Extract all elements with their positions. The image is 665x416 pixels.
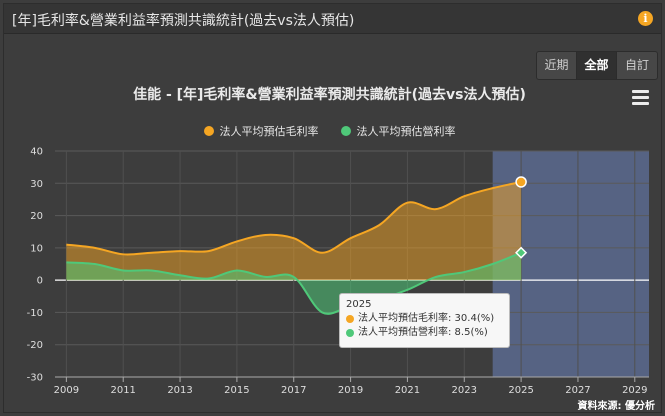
x-tick-label: 2025 [508, 385, 533, 396]
data-source: 資料來源: 優分析 [577, 401, 655, 412]
widget-header: [年]毛利率&營業利益率預測共識統計(過去vs法人預估) i [4, 4, 661, 34]
series-area-gross-margin [66, 181, 522, 281]
legend-gross-dot [203, 126, 214, 136]
y-tick-label: 40 [30, 147, 43, 158]
range-button-custom[interactable]: 自訂 [624, 58, 649, 72]
x-tick-label: 2011 [110, 385, 135, 396]
chart-tooltip: 2025 法人平均預估毛利率: 30.4(%) 法人平均預估營利率: 8.5(%… [339, 293, 510, 348]
y-tick-label: 30 [30, 179, 43, 190]
chart-legend: 法人平均預估毛利率 法人平均預估營利率 [0, 123, 659, 139]
chart-title: 佳能 - [年]毛利率&營業利益率預測共識統計(過去vs法人預估) [133, 87, 526, 103]
x-tick-label: 2013 [167, 385, 192, 396]
tooltip-gross-text: 法人平均預估毛利率: 30.4(%) [358, 313, 495, 324]
y-tick-label: -30 [27, 373, 43, 384]
data-point-operating-margin [515, 246, 528, 259]
tooltip-row-gross: 法人平均預估毛利率: 30.4(%) [346, 312, 503, 326]
legend-gross-label: 法人平均預估毛利率 [219, 125, 319, 138]
x-tick-label: 2023 [452, 385, 477, 396]
tooltip-row-operating: 法人平均預估營利率: 8.5(%) [346, 326, 503, 340]
legend-item-gross-margin[interactable]: 法人平均預估毛利率 [203, 123, 319, 139]
y-tick-label: -20 [27, 340, 43, 351]
tooltip-year: 2025 [346, 299, 372, 310]
x-tick-label: 2015 [224, 385, 249, 396]
range-selector: 近期 全部 自訂 [536, 51, 658, 80]
y-tick-label: 0 [37, 276, 43, 287]
legend-operating-label: 法人平均預估營利率 [356, 125, 456, 138]
x-tick-label: 2019 [338, 385, 363, 396]
x-tick-label: 2029 [622, 385, 647, 396]
x-tick-label: 2017 [281, 385, 306, 396]
widget-title: [年]毛利率&營業利益率預測共識統計(過去vs法人預估) [12, 13, 355, 29]
y-tick-label: 10 [30, 243, 43, 254]
x-tick-label: 2009 [54, 385, 79, 396]
x-tick-label: 2027 [565, 385, 590, 396]
legend-operating-dot [340, 126, 351, 136]
info-icon[interactable]: i [638, 11, 653, 26]
y-tick-label: -10 [27, 308, 43, 319]
x-tick-label: 2021 [395, 385, 420, 396]
y-tick-label: 20 [30, 211, 43, 222]
tooltip-operating-text: 法人平均預估營利率: 8.5(%) [358, 327, 488, 338]
range-button-all[interactable]: 全部 [577, 52, 617, 79]
range-button-recent[interactable]: 近期 [537, 52, 577, 79]
hamburger-menu-icon[interactable] [630, 88, 651, 106]
tooltip-operating-dot [346, 329, 354, 337]
legend-item-operating-margin[interactable]: 法人平均預估營利率 [340, 123, 456, 139]
tooltip-gross-dot [346, 315, 354, 323]
data-point-gross-margin [515, 176, 527, 188]
